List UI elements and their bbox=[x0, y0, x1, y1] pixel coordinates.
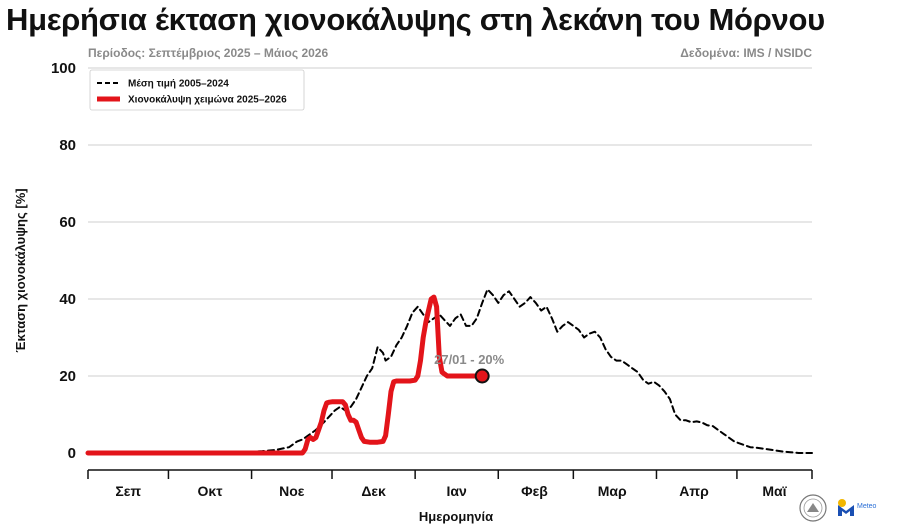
x-tick-label: Σεπ bbox=[115, 483, 141, 499]
legend-label-current: Χιονοκάλυψη χειμώνα 2025–2026 bbox=[128, 95, 287, 106]
series-line-current bbox=[85, 294, 485, 456]
y-tick-label: 80 bbox=[59, 137, 76, 154]
series-line-mean bbox=[87, 288, 813, 454]
last-point-marker: 27/01 - 20% bbox=[434, 352, 505, 384]
legend-box bbox=[89, 69, 305, 111]
university-seal-logo bbox=[799, 494, 827, 522]
x-tick-label: Μαϊ bbox=[762, 483, 787, 499]
meteo-logo-text: Meteo bbox=[857, 503, 877, 510]
meteo-logo: Meteo bbox=[838, 499, 877, 516]
chart-title: Ημερήσια έκταση χιονοκάλυψης στη λεκάνη … bbox=[6, 2, 825, 37]
x-tick-label: Οκτ bbox=[198, 483, 224, 499]
y-axis-title: Έκταση χιονοκάλυψης [%] bbox=[13, 188, 28, 352]
y-tick-label: 0 bbox=[68, 445, 76, 462]
data-source: Δεδομένα: IMS / NSIDC bbox=[680, 46, 812, 60]
last-point-dot bbox=[474, 368, 490, 384]
grid-lines bbox=[88, 67, 812, 454]
x-tick-label: Δεκ bbox=[361, 483, 386, 499]
x-tick-label: Μαρ bbox=[598, 483, 627, 499]
y-axis-ticks: 0 20 40 60 80 100 bbox=[51, 60, 76, 462]
y-tick-label: 20 bbox=[59, 368, 76, 385]
period-subtitle: Περίοδος: Σεπτέμβριος 2025 – Μάιος 2026 bbox=[88, 46, 329, 60]
y-tick-label: 100 bbox=[51, 60, 76, 77]
legend: Μέση τιμή 2005–2024 Χιονοκάλυψη χειμώνα … bbox=[89, 69, 305, 111]
x-axis: Σεπ Οκτ Νοε Δεκ Ιαν Φεβ Μαρ Απρ Μαϊ bbox=[87, 469, 813, 499]
last-point-annotation: 27/01 - 20% bbox=[434, 352, 505, 367]
series-lines bbox=[85, 288, 813, 456]
y-tick-label: 40 bbox=[59, 291, 76, 308]
x-tick-label: Φεβ bbox=[521, 483, 548, 499]
x-tick-label: Νοε bbox=[279, 483, 305, 499]
y-tick-label: 60 bbox=[59, 214, 76, 231]
x-axis-title: Ημερομηνία bbox=[419, 509, 493, 524]
legend-label-mean: Μέση τιμή 2005–2024 bbox=[128, 79, 229, 90]
x-tick-label: Απρ bbox=[679, 483, 709, 499]
x-tick-label: Ιαν bbox=[447, 483, 467, 499]
